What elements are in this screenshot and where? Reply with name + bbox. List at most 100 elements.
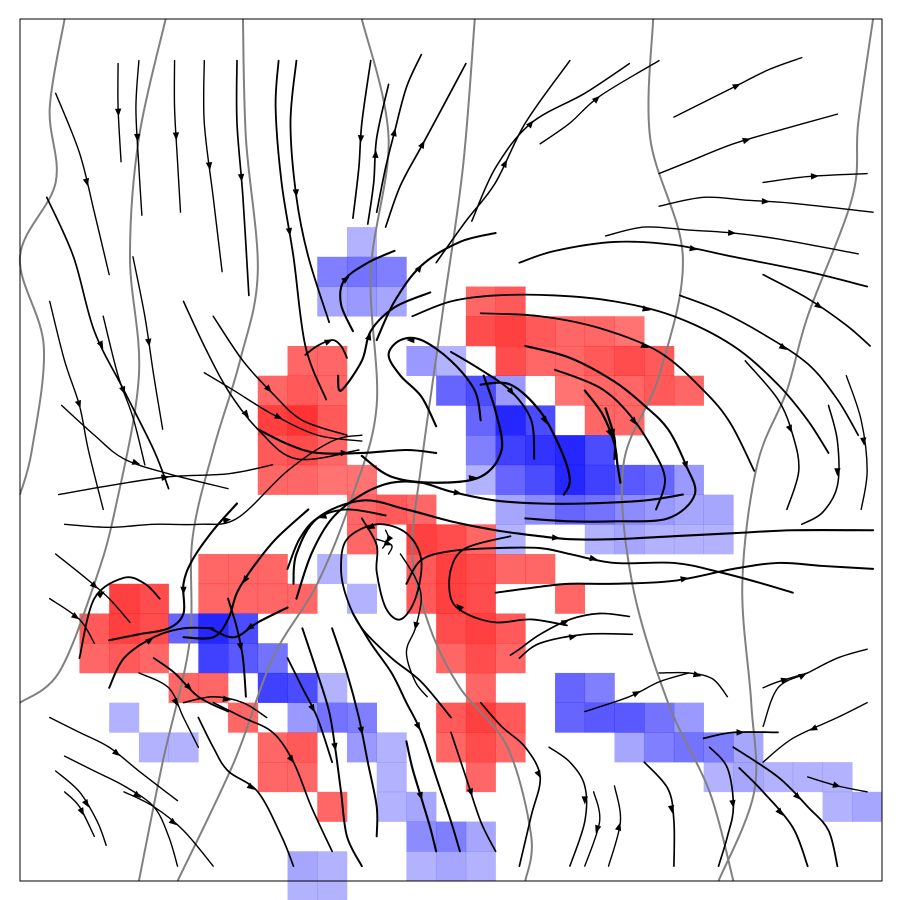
streamline-path — [45, 196, 170, 490]
streamline — [762, 172, 868, 184]
streamline-arrowhead — [775, 807, 784, 816]
streamline-path — [509, 612, 631, 656]
streamline — [203, 372, 363, 442]
streamline-arrowhead — [413, 721, 421, 731]
streamline-path — [235, 59, 250, 297]
streamline-arrowhead — [340, 449, 349, 457]
negative-cell — [346, 732, 377, 763]
streamline-arrowhead — [112, 748, 121, 757]
positive-cell — [555, 375, 586, 406]
negative-cell — [406, 851, 437, 882]
streamline-path — [479, 381, 572, 496]
streamline-path — [607, 785, 622, 867]
positive-cell — [465, 672, 496, 703]
streamline — [340, 517, 452, 719]
streamline — [411, 293, 830, 454]
streamline — [494, 561, 875, 594]
negative-cell — [495, 435, 526, 466]
streamline — [49, 716, 179, 802]
streamline-path — [658, 671, 729, 698]
streamline-arrowhead — [365, 332, 372, 341]
negative-cell — [406, 821, 437, 852]
positive-cell — [465, 583, 496, 614]
streamline — [762, 701, 868, 763]
streamline — [732, 746, 839, 868]
positive-cell — [465, 732, 496, 763]
streamline — [256, 428, 438, 457]
streamline-arrowhead — [608, 428, 615, 438]
streamline-arrowhead — [736, 729, 745, 736]
positive-cell — [614, 345, 645, 376]
streamline-path — [78, 576, 161, 659]
streamline-arrowhead — [615, 822, 622, 832]
streamline-arrowhead — [500, 159, 508, 169]
streamline-arrowhead — [809, 724, 818, 731]
negative-cell — [644, 732, 675, 763]
streamline-arrowhead — [372, 149, 379, 159]
streamline — [845, 374, 868, 511]
streamline — [337, 291, 432, 392]
streamline-arrowhead — [145, 637, 154, 645]
negative-cell — [584, 494, 615, 525]
positive-cell — [109, 583, 140, 614]
streamline-path — [182, 695, 268, 719]
streamline-arrowhead — [589, 554, 598, 562]
streamline — [524, 344, 697, 523]
streamline-arrowhead — [74, 399, 81, 409]
streamline — [366, 83, 390, 225]
streamline-path — [479, 701, 542, 867]
streamline-path — [584, 791, 601, 867]
streamline-arrowhead — [560, 619, 570, 627]
streamline-arrowhead — [366, 522, 376, 530]
negative-cell — [495, 464, 526, 495]
streamline-path — [554, 368, 666, 511]
positive-cell — [525, 316, 556, 347]
positive-cell — [584, 345, 615, 376]
negative-cell — [346, 583, 377, 614]
streamline — [54, 553, 131, 624]
streamline-arrowhead — [245, 622, 255, 630]
positive-cell — [495, 613, 526, 644]
streamline — [375, 53, 423, 214]
streamline-path — [108, 626, 215, 689]
streamline — [60, 404, 229, 490]
streamline-path — [117, 62, 122, 163]
streamline-arrowhead — [832, 781, 841, 788]
negative-cell — [673, 524, 704, 555]
streamline — [289, 59, 331, 324]
positive-cell — [79, 643, 110, 674]
streamline — [301, 627, 363, 868]
streamline — [399, 553, 428, 698]
positive-cell — [287, 464, 318, 495]
contour-lines — [18, 18, 875, 882]
streamline-path — [108, 502, 239, 642]
streamline-path — [54, 770, 107, 847]
plot-border — [19, 18, 883, 882]
streamline-path — [762, 672, 809, 689]
contour-line — [717, 18, 875, 882]
streamline-path — [604, 407, 617, 461]
positive-cell — [495, 702, 526, 733]
streamline-path — [227, 597, 247, 698]
streamline — [108, 626, 215, 689]
streamline-path — [800, 404, 840, 526]
streamline — [518, 240, 869, 288]
streamline — [197, 716, 295, 867]
streamline — [57, 464, 274, 496]
streamline-arrowhead — [81, 798, 89, 808]
streamline — [479, 701, 542, 867]
streamline-arrowhead — [581, 796, 588, 805]
contour-line — [620, 18, 735, 882]
positive-cell — [644, 345, 675, 376]
negative-cell — [614, 702, 645, 733]
negative-cell — [525, 435, 556, 466]
negative-cell — [465, 375, 496, 406]
positive-cell — [465, 554, 496, 585]
streamline — [604, 226, 859, 255]
streamline-path — [182, 508, 310, 640]
streamline-arrowhead — [386, 534, 394, 544]
contour-line — [137, 18, 259, 882]
negative-cell — [703, 494, 734, 525]
streamline — [172, 59, 182, 213]
streamline-arrowhead — [414, 264, 423, 273]
